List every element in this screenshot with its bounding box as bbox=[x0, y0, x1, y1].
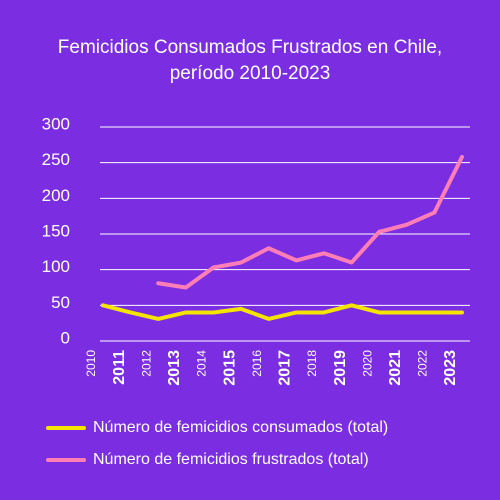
x-tick-label: 2022 bbox=[416, 350, 430, 377]
x-tick-label: 2010 bbox=[84, 350, 98, 377]
x-tick-label: 2023 bbox=[442, 350, 459, 386]
x-tick-label: 2014 bbox=[195, 350, 209, 377]
x-tick-label: 2020 bbox=[360, 350, 374, 377]
y-tick-label: 100 bbox=[42, 257, 70, 276]
x-tick-label: 2015 bbox=[221, 350, 238, 386]
chart-title: Femicidios Consumados Frustrados en Chil… bbox=[58, 37, 442, 58]
series-line bbox=[101, 303, 464, 321]
y-tick-label: 250 bbox=[42, 150, 70, 169]
x-tick-label: 2021 bbox=[387, 350, 404, 386]
x-tick-label: 2018 bbox=[305, 350, 319, 377]
chart-subtitle: período 2010-2023 bbox=[170, 63, 331, 84]
x-tick-label: 2016 bbox=[250, 350, 264, 377]
legend-label: Número de femicidios consumados (total) bbox=[93, 419, 388, 436]
y-tick-label: 300 bbox=[42, 114, 70, 133]
x-tick-label: 2011 bbox=[111, 350, 128, 385]
x-tick-label: 2017 bbox=[277, 350, 294, 386]
y-tick-label: 150 bbox=[42, 221, 70, 240]
x-tick-label: 2019 bbox=[332, 350, 349, 386]
y-tick-label: 200 bbox=[42, 186, 70, 205]
y-tick-label: 0 bbox=[61, 328, 70, 347]
x-tick-label: 2013 bbox=[166, 350, 183, 386]
series-line bbox=[156, 154, 464, 290]
legend-label: Número de femicidios frustrados (total) bbox=[93, 451, 369, 468]
x-tick-label: 2012 bbox=[139, 350, 153, 377]
y-tick-label: 50 bbox=[51, 293, 70, 312]
